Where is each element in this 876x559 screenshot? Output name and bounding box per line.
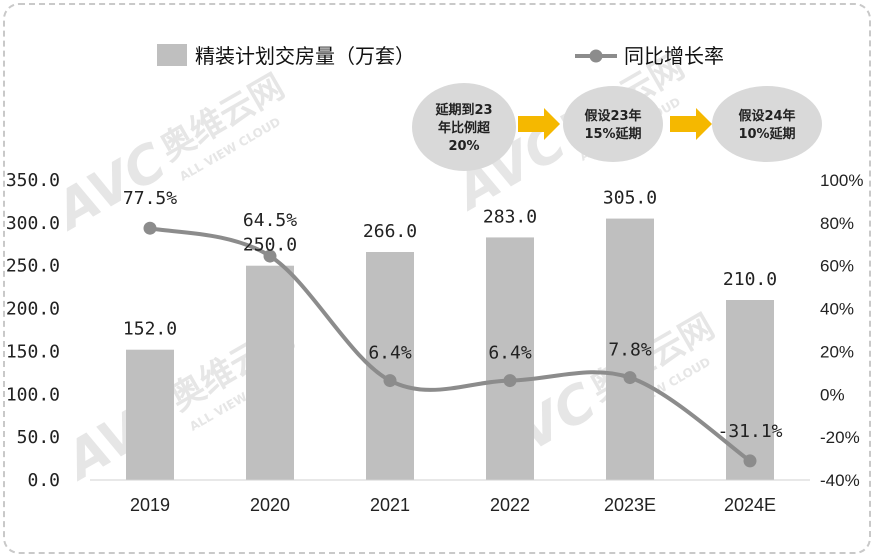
right-tick-label: 40%	[820, 300, 854, 319]
growth-value-label: 77.5%	[123, 188, 177, 209]
left-tick-label: 200.0	[6, 299, 60, 320]
growth-value-label: -31.1%	[717, 421, 782, 442]
x-tick-label: 2020	[250, 495, 290, 515]
bar-value-label: 305.0	[603, 188, 657, 209]
annotation-bubble: 假设24年 10%延期	[712, 86, 822, 162]
left-tick-label: 350.0	[6, 170, 60, 191]
bar-value-label: 283.0	[483, 206, 537, 227]
bar-2022	[486, 237, 534, 480]
right-tick-label: 100%	[820, 171, 863, 190]
growth-point-2024E	[743, 454, 757, 468]
legend-line-label: 同比增长率	[624, 44, 724, 68]
x-tick-label: 2021	[370, 495, 410, 515]
right-tick-label: -20%	[820, 428, 860, 447]
bar-series	[126, 218, 774, 481]
growth-value-label: 7.8%	[608, 340, 652, 361]
annotation-bubble: 假设23年 15%延期	[563, 86, 663, 162]
bar-value-label: 210.0	[723, 269, 777, 290]
bar-value-label: 250.0	[243, 235, 297, 256]
x-tick-label: 2022	[490, 495, 530, 515]
growth-point-2019	[143, 221, 157, 235]
right-tick-label: 80%	[820, 214, 854, 233]
growth-value-label: 6.4%	[368, 343, 412, 364]
legend: 精装计划交房量（万套） 同比增长率	[157, 44, 724, 68]
bar-2024E	[726, 300, 774, 480]
annotation-text: 15%延期	[584, 126, 641, 142]
chart-frame	[3, 3, 871, 554]
annotation-text: 假设23年	[584, 108, 641, 124]
growth-point-2023E	[623, 371, 637, 385]
annotation-ellipse	[563, 86, 663, 162]
right-tick-label: 20%	[820, 342, 854, 361]
growth-value-label: 6.4%	[488, 343, 532, 364]
growth-point-2021	[383, 374, 397, 388]
legend-bar-swatch	[157, 44, 187, 66]
growth-value-label: 64.5%	[243, 210, 297, 231]
right-tick-label: 0%	[820, 385, 845, 404]
bar-2023E	[606, 218, 654, 481]
annotation-text: 年比例超	[438, 120, 491, 136]
legend-bar-label: 精装计划交房量（万套）	[195, 44, 415, 68]
left-tick-label: 50.0	[17, 427, 60, 448]
growth-line	[149, 226, 752, 463]
annotation-text: 假设24年	[738, 108, 795, 124]
left-tick-label: 150.0	[6, 341, 60, 362]
right-tick-label: 60%	[820, 257, 854, 276]
bar-2021	[366, 252, 414, 480]
left-tick-label: 300.0	[6, 213, 60, 234]
bar-value-label: 266.0	[363, 221, 417, 242]
annotation-ellipse	[712, 86, 822, 162]
annotation-text: 20%	[448, 139, 479, 154]
left-tick-label: 0.0	[27, 470, 60, 491]
left-tick-label: 250.0	[6, 256, 60, 277]
annotation-ellipse	[412, 83, 516, 171]
legend-line-marker	[589, 49, 603, 63]
annotation-arrow	[518, 108, 560, 140]
left-y-axis: 0.0 50.0 100.0 150.0 200.0 250.0 300.0 350.0	[6, 170, 60, 491]
growth-point-2022	[503, 374, 517, 388]
left-tick-label: 100.0	[6, 384, 60, 405]
right-tick-label: -40%	[820, 471, 860, 490]
right-y-axis: -40% -20% 0% 20% 40% 60% 80% 100%	[820, 171, 863, 490]
bar-2020	[246, 265, 294, 480]
line-series	[143, 221, 757, 468]
annotation-text: 延期到23	[434, 102, 492, 118]
annotation-text: 10%延期	[738, 126, 795, 142]
x-tick-label: 2024E	[724, 495, 776, 515]
bar-2019	[126, 349, 174, 480]
bar-value-label: 152.0	[123, 319, 177, 340]
data-labels: 152.0 250.0 266.0 283.0 305.0 210.0 77.5% 64.5%…	[123, 188, 783, 442]
x-tick-label: 2023E	[604, 495, 656, 515]
annotation-arrow	[670, 108, 712, 140]
annotation-bubble: 延期到23 年比例超 20%	[412, 83, 516, 171]
x-tick-label: 2019	[130, 495, 170, 515]
annotation-group: 延期到23 年比例超 20% 假设23年 15%延期 假设24年 10%延期	[412, 83, 822, 171]
x-axis: 2019 2020 2021 2022 2023E 2024E	[90, 479, 810, 515]
growth-point-2020	[263, 249, 277, 263]
